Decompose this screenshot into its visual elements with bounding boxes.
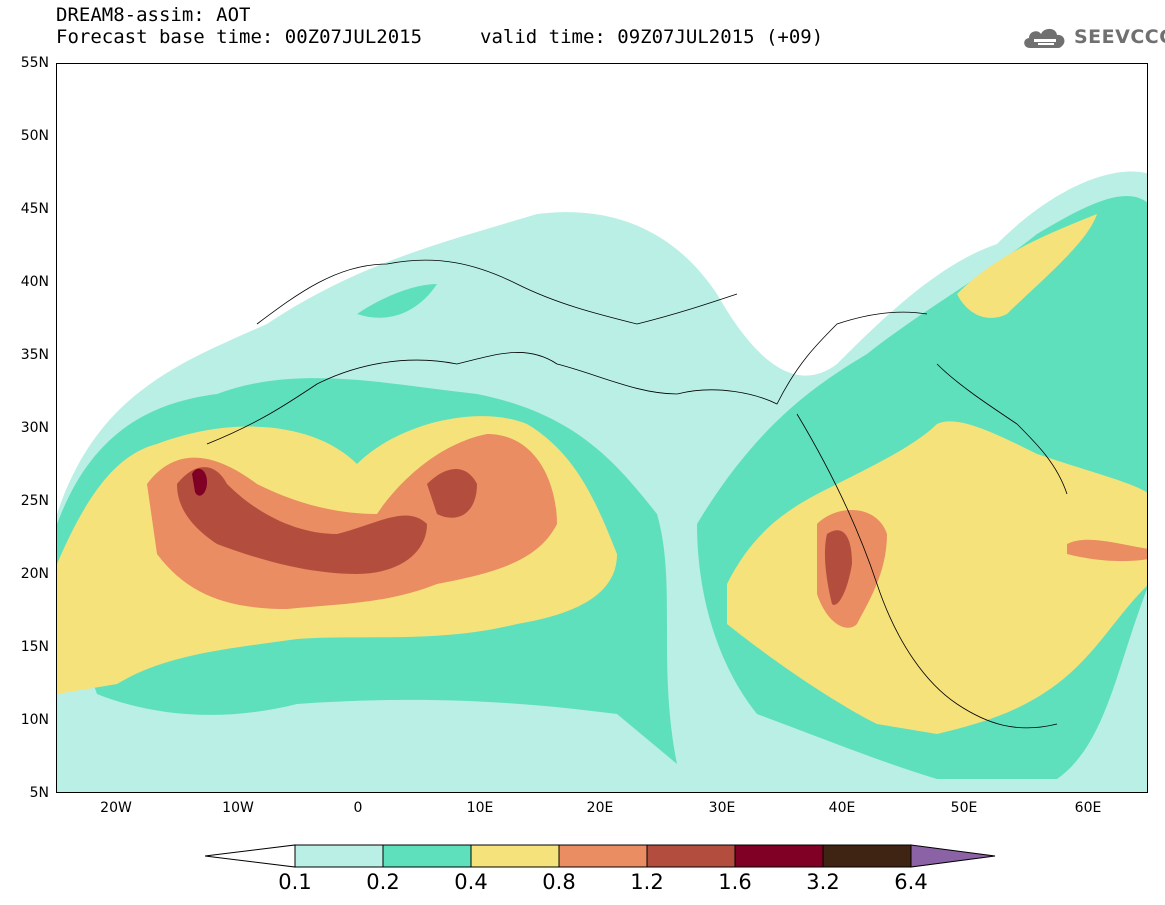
map-area[interactable] bbox=[56, 63, 1148, 793]
lat-label: 15N bbox=[20, 639, 49, 655]
lon-label: 50E bbox=[950, 800, 978, 816]
colorbar-label: 0.8 bbox=[542, 870, 576, 894]
lat-label: 25N bbox=[20, 493, 49, 509]
colorbar-label: 0.2 bbox=[366, 870, 400, 894]
lat-label: 5N bbox=[29, 785, 49, 801]
lon-label: 0 bbox=[353, 800, 363, 816]
colorbar-label: 3.2 bbox=[806, 870, 840, 894]
colorbar-swatch bbox=[558, 844, 648, 868]
colorbar-swatch bbox=[294, 844, 384, 868]
lon-label: 30E bbox=[708, 800, 736, 816]
colorbar-label: 0.1 bbox=[278, 870, 312, 894]
lat-label: 55N bbox=[20, 55, 49, 71]
aot-field-map bbox=[57, 171, 1147, 792]
lon-label: 10E bbox=[466, 800, 494, 816]
lon-label: 20E bbox=[586, 800, 614, 816]
lat-label: 45N bbox=[20, 201, 49, 217]
cloud-icon bbox=[1024, 28, 1065, 48]
colorbar-swatch bbox=[382, 844, 472, 868]
colorbar-label: 1.2 bbox=[630, 870, 664, 894]
lon-label: 20W bbox=[100, 800, 132, 816]
lat-label: 10N bbox=[20, 712, 49, 728]
seevccc-logo: SEEVCCC bbox=[1020, 22, 1165, 52]
aot-level-1-6 bbox=[192, 468, 207, 496]
lat-label: 30N bbox=[20, 420, 49, 436]
map-title: DREAM8-assim: AOT bbox=[56, 4, 251, 26]
lon-label: 10W bbox=[222, 800, 254, 816]
colorbar-swatch bbox=[470, 844, 560, 868]
lon-label: 60E bbox=[1074, 800, 1102, 816]
colorbar-label: 1.6 bbox=[718, 870, 752, 894]
colorbar-low-arrow bbox=[205, 844, 296, 868]
coastlines bbox=[206, 259, 1068, 729]
colorbar bbox=[205, 844, 996, 868]
lat-label: 50N bbox=[20, 128, 49, 144]
lon-label: 40E bbox=[828, 800, 856, 816]
aot-level-1-2 bbox=[177, 467, 852, 605]
colorbar-swatch bbox=[822, 844, 912, 868]
colorbar-swatch bbox=[646, 844, 736, 868]
logo-text: SEEVCCC bbox=[1074, 26, 1165, 48]
colorbar-label: 6.4 bbox=[894, 870, 928, 894]
forecast-base-time: Forecast base time: 00Z07JUL2015 bbox=[56, 26, 423, 48]
colorbar-high-arrow bbox=[910, 844, 996, 868]
lat-label: 20N bbox=[20, 566, 49, 582]
colorbar-swatch bbox=[734, 844, 824, 868]
lat-label: 35N bbox=[20, 347, 49, 363]
valid-time: valid time: 09Z07JUL2015 (+09) bbox=[480, 26, 824, 48]
lat-label: 40N bbox=[20, 274, 49, 290]
colorbar-label: 0.4 bbox=[454, 870, 488, 894]
